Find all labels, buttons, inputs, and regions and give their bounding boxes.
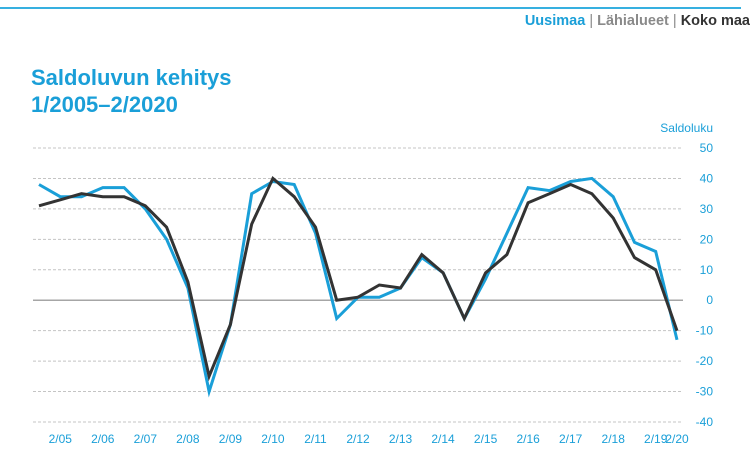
x-tick-label: 2/06: [91, 432, 115, 446]
x-tick-label: 2/17: [559, 432, 583, 446]
nav-separator: |: [672, 13, 677, 29]
x-tick-label: 2/09: [219, 432, 243, 446]
x-tick-label: 2/15: [474, 432, 498, 446]
x-tick-label: 2/19: [644, 432, 668, 446]
x-tick-label: 2/20: [665, 432, 689, 446]
x-tick-label: 2/11: [304, 432, 327, 446]
chart-title-block: Saldoluvun kehitys 1/2005–2/2020: [31, 64, 232, 118]
series-line-koko-maa: [38, 175, 679, 382]
x-tick-label: 2/08: [176, 432, 200, 446]
y-tick-label: 50: [700, 141, 714, 155]
x-tick-label: 2/16: [516, 432, 540, 446]
x-tick-label: 2/14: [431, 432, 455, 446]
nav-separator: |: [589, 13, 594, 29]
x-tick-label: 2/07: [134, 432, 158, 446]
x-tick-label: 2/18: [602, 432, 626, 446]
series-line-uusimaa: [38, 176, 679, 398]
nav-lahialueet[interactable]: Lähialueet: [597, 13, 669, 29]
y-tick-label: 40: [700, 171, 714, 185]
x-tick-label: 2/13: [389, 432, 413, 446]
top-divider: [0, 7, 741, 9]
nav-uusimaa[interactable]: Uusimaa: [524, 13, 586, 29]
y-tick-label: -40: [696, 415, 714, 429]
chart-subtitle: 1/2005–2/2020: [31, 92, 178, 117]
y-tick-label: -20: [696, 354, 714, 368]
region-nav: Uusimaa | Lähialueet | Koko maa: [525, 13, 750, 29]
nav-koko-maa[interactable]: Koko maa: [680, 13, 750, 29]
x-tick-label: 2/12: [346, 432, 370, 446]
x-tick-label: 2/10: [261, 432, 285, 446]
y-tick-label: 30: [700, 202, 714, 216]
y-tick-label: 0: [706, 293, 713, 307]
y-tick-label: -10: [696, 324, 714, 338]
y-tick-label: -30: [696, 385, 714, 399]
x-tick-label: 2/05: [49, 432, 73, 446]
y-tick-label: 20: [700, 232, 714, 246]
y-axis-label: Saldoluku: [660, 121, 713, 135]
y-tick-label: 10: [700, 263, 714, 277]
chart-title: Saldoluvun kehitys: [31, 65, 232, 90]
